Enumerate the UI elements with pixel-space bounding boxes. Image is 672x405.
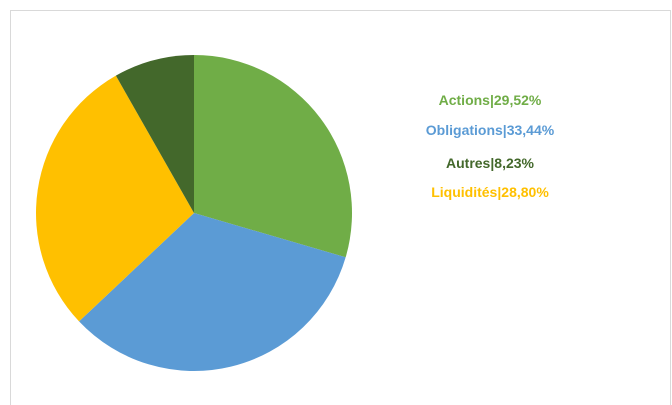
chart-frame (10, 10, 671, 405)
legend-separator: | (490, 92, 494, 108)
legend-category: Liquidités (431, 184, 497, 200)
legend-value: 28,80% (501, 184, 549, 200)
legend-label: Autres|8,23% (446, 155, 535, 171)
legend-value: 33,44% (507, 122, 555, 138)
legend-value: 8,23% (494, 155, 534, 171)
legend-category: Actions (439, 92, 491, 108)
legend-label: Obligations|33,44% (426, 122, 555, 138)
pie-slice (79, 213, 346, 372)
legend-separator: | (503, 122, 507, 138)
legend-separator: | (490, 155, 494, 171)
pie-slice (35, 75, 194, 322)
legend-category: Autres (446, 155, 491, 171)
legend-value: 29,52% (494, 92, 542, 108)
pie-slice (194, 55, 353, 258)
pie-slice (115, 55, 194, 213)
legend-separator: | (497, 184, 501, 200)
legend-category: Obligations (426, 122, 503, 138)
legend-label: Liquidités|28,80% (431, 184, 549, 200)
legend-label: Actions|29,52% (439, 92, 542, 108)
